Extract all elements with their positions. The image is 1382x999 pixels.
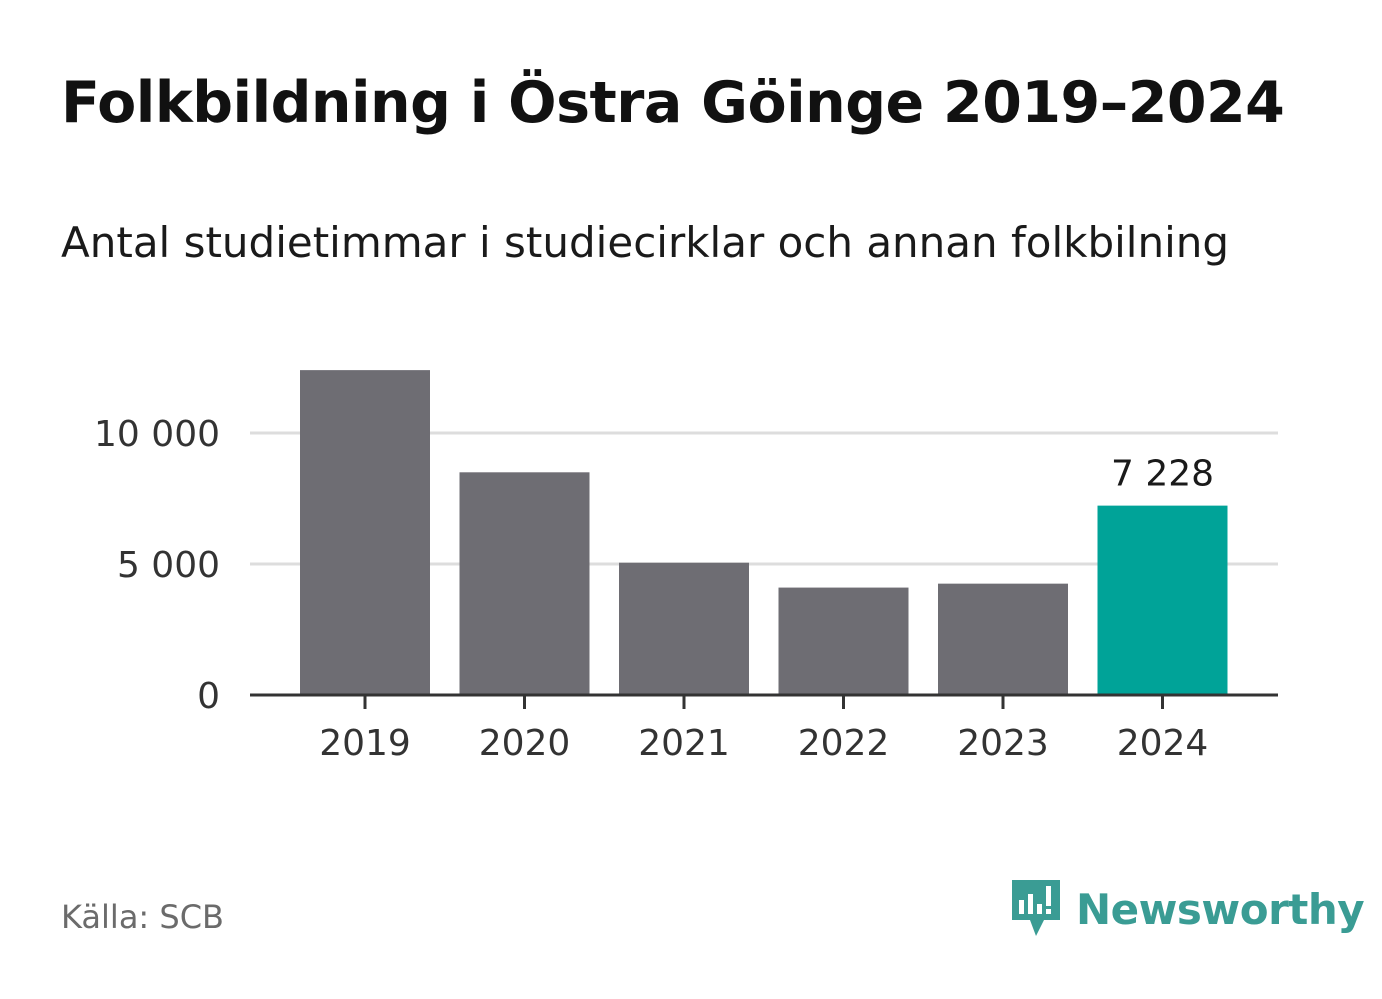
newsworthy-logo-icon [1012, 880, 1060, 936]
chart-title: Folkbildning i Östra Göinge 2019–2024 [61, 70, 1285, 136]
y-tick-label: 10 000 [94, 414, 220, 455]
x-tick-label: 2019 [319, 723, 411, 764]
x-tick-label: 2022 [798, 723, 890, 764]
bar-2024 [1097, 505, 1228, 695]
x-tick-label: 2023 [957, 723, 1049, 764]
labels: 0 5 000 10 000 2019 2020 2021 2022 2023 2024 7 22… [94, 414, 1214, 764]
bar-2020 [459, 472, 590, 695]
axes [250, 693, 1278, 709]
brand-name: Newsworthy [1076, 884, 1365, 934]
bars [300, 370, 1228, 695]
data-label: 7 228 [1111, 454, 1214, 495]
bar-2023 [938, 583, 1068, 695]
chart-subtitle: Antal studietimmar i studiecirklar och a… [61, 218, 1230, 267]
x-tick-label: 2024 [1117, 723, 1209, 764]
brand-logo: Newsworthy [1010, 878, 1365, 940]
y-tick-label: 0 [197, 676, 220, 717]
bar-2019 [300, 370, 430, 695]
x-tick-label: 2021 [638, 723, 730, 764]
y-tick-label: 5 000 [117, 545, 220, 586]
bar-2021 [619, 562, 749, 695]
bar-2022 [778, 587, 909, 695]
x-tick-label: 2020 [479, 723, 571, 764]
source-label: Källa: SCB [61, 898, 224, 936]
